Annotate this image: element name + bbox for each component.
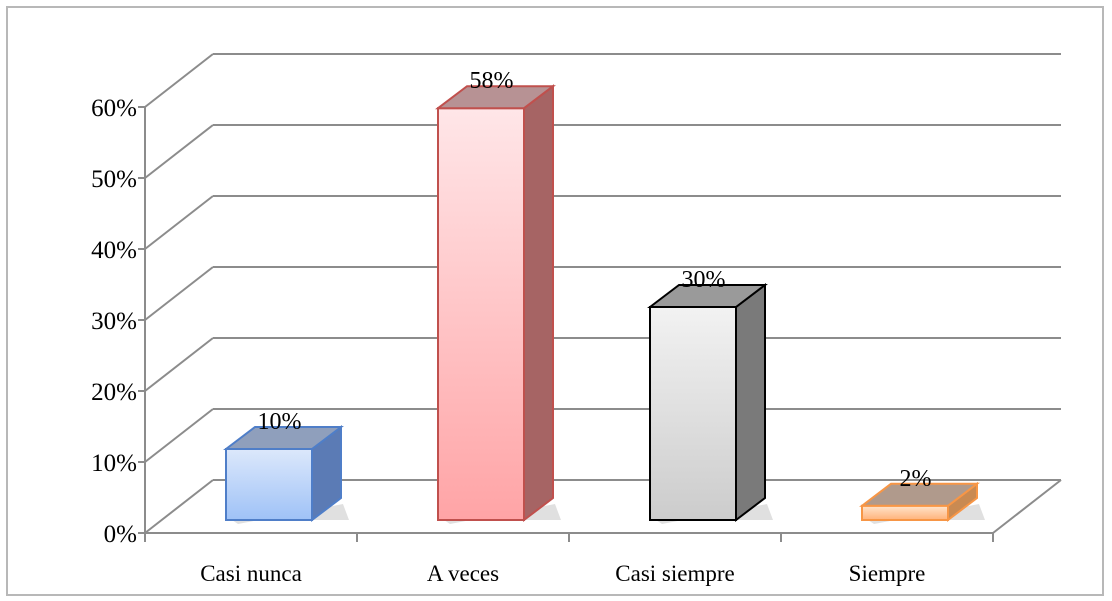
side-wall-gridline [144,408,214,463]
side-wall-gridline [144,195,214,250]
side-wall-gridline [144,479,214,534]
bar-front [437,107,525,521]
x-tick-label: Casi siempre [615,561,734,586]
y-tick-label: 0% [104,521,137,548]
floor-right-edge [992,479,1062,534]
bar-front [861,504,949,521]
bar-front [649,306,737,521]
data-label: 10% [258,409,302,435]
bar-side [523,84,554,523]
y-tick-label: 20% [91,379,137,406]
data-label: 30% [682,267,726,293]
bar-side [735,282,766,523]
y-tick-label: 50% [91,166,137,193]
side-wall-gridline [144,337,214,392]
bar-top [435,85,556,110]
bar-top [647,284,768,308]
y-tick-label: 60% [91,95,137,122]
data-label: 2% [900,466,932,492]
y-tick-label: 40% [91,237,137,264]
y-tick-label: 10% [91,450,137,477]
bar-front [225,448,313,521]
x-tick-label: Siempre [849,561,926,586]
side-wall-gridline [144,53,214,108]
x-tick-label: Casi nunca [200,561,302,586]
side-wall-gridline [144,266,214,321]
bar-top [859,482,980,507]
y-tick-label: 30% [91,308,137,335]
bar-top [223,426,344,450]
side-wall-gridline [144,124,214,179]
data-label: 58% [470,68,514,94]
x-tick-label: A veces [427,561,499,586]
